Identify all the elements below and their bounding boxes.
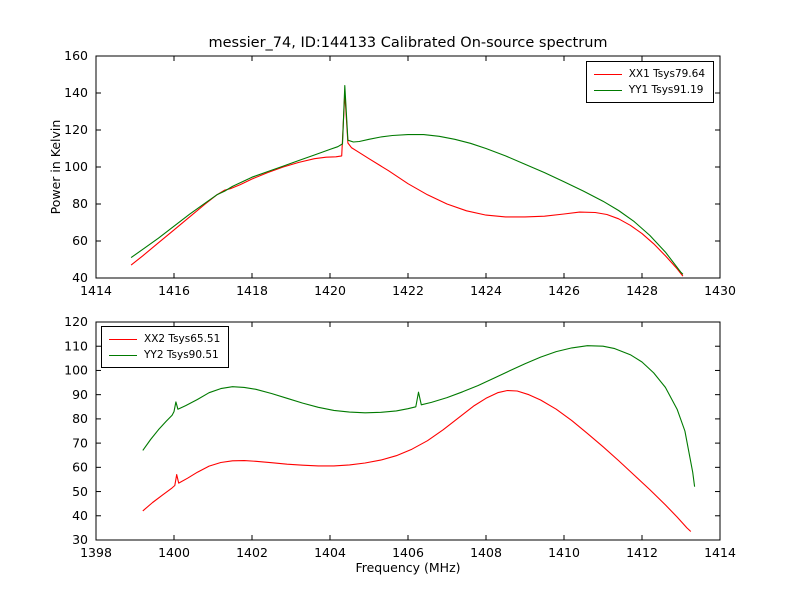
figure-title: messier_74, ID:144133 Calibrated On-sour… bbox=[208, 35, 607, 51]
x-tick-label: 1430 bbox=[704, 283, 736, 298]
x-tick-label: 1412 bbox=[626, 545, 658, 560]
legend-line-sample-xx2 bbox=[109, 338, 137, 340]
top-subplot: 1414 1416 1418 1420 1422 1424 1426 1428 1430 40 60… bbox=[64, 48, 736, 298]
y-tick-label: 40 bbox=[72, 508, 88, 523]
y-tick-label: 140 bbox=[64, 85, 88, 100]
y-tick-label: 80 bbox=[72, 411, 88, 426]
y-tick-label: 100 bbox=[64, 363, 88, 378]
y-tick-label: 120 bbox=[64, 122, 88, 137]
x-tick-label: 1404 bbox=[314, 545, 346, 560]
x-tick-label: 1428 bbox=[626, 283, 658, 298]
x-tick-label: 1400 bbox=[158, 545, 190, 560]
x-axis-label: Frequency (MHz) bbox=[355, 560, 460, 575]
axes-frame bbox=[95, 321, 721, 541]
x-tick-label: 1402 bbox=[236, 545, 268, 560]
x-tick-label: 1410 bbox=[548, 545, 580, 560]
legend-top-subplot: XX1 Tsys79.64 YY1 Tsys91.19 bbox=[585, 61, 714, 103]
y-tick-label: 80 bbox=[72, 196, 88, 211]
legend-bottom-subplot: XX2 Tsys65.51 YY2 Tsys90.51 bbox=[101, 326, 230, 368]
series-line bbox=[142, 389, 692, 532]
legend-entry: XX1 Tsys79.64 bbox=[593, 66, 705, 82]
y-tick-label: 70 bbox=[72, 435, 88, 450]
x-tick-label: 1420 bbox=[314, 283, 346, 298]
x-tick-label: 1424 bbox=[470, 283, 502, 298]
x-tick-label: 1416 bbox=[158, 283, 190, 298]
legend-label-xx1: XX1 Tsys79.64 bbox=[628, 67, 705, 80]
bottom-subplot: 1398 1400 1402 1404 1406 1408 1410 1412 1414 30 40… bbox=[64, 314, 736, 560]
x-tick-label: 1414 bbox=[704, 545, 736, 560]
x-tick-label: 1398 bbox=[80, 545, 112, 560]
y-tick-label: 110 bbox=[64, 338, 88, 353]
y-tick-label: 60 bbox=[72, 233, 88, 248]
x-tick-label: 1418 bbox=[236, 283, 268, 298]
y-tick-label: 60 bbox=[72, 460, 88, 475]
legend-line-sample-xx1 bbox=[593, 73, 622, 75]
y-tick-label: 120 bbox=[64, 314, 88, 329]
y-tick-label: 30 bbox=[72, 532, 88, 547]
y-axis-label: Power in Kelvin bbox=[48, 120, 63, 215]
series-line bbox=[130, 92, 684, 277]
legend-label-xx2: XX2 Tsys65.51 bbox=[144, 332, 221, 345]
x-tick-label: 1422 bbox=[392, 283, 424, 298]
series-line bbox=[130, 85, 684, 275]
x-tick-label: 1408 bbox=[470, 545, 502, 560]
legend-line-sample-yy1 bbox=[593, 89, 622, 91]
y-tick-label: 160 bbox=[64, 48, 88, 63]
y-tick-label: 40 bbox=[72, 270, 88, 285]
legend-label-yy2: YY2 Tsys90.51 bbox=[144, 348, 219, 361]
y-tick-label: 90 bbox=[72, 387, 88, 402]
y-tick-label: 100 bbox=[64, 159, 88, 174]
x-tick-label: 1406 bbox=[392, 545, 424, 560]
legend-entry: YY1 Tsys91.19 bbox=[593, 82, 705, 98]
y-tick-label: 50 bbox=[72, 484, 88, 499]
series-line bbox=[142, 345, 696, 487]
legend-entry: XX2 Tsys65.51 bbox=[109, 331, 220, 347]
x-tick-label: 1414 bbox=[80, 283, 112, 298]
legend-label-yy1: YY1 Tsys91.19 bbox=[628, 83, 704, 96]
legend-entry: YY2 Tsys90.51 bbox=[109, 347, 220, 363]
x-tick-label: 1426 bbox=[548, 283, 580, 298]
legend-line-sample-yy2 bbox=[109, 354, 137, 356]
axes-frame bbox=[95, 55, 721, 279]
